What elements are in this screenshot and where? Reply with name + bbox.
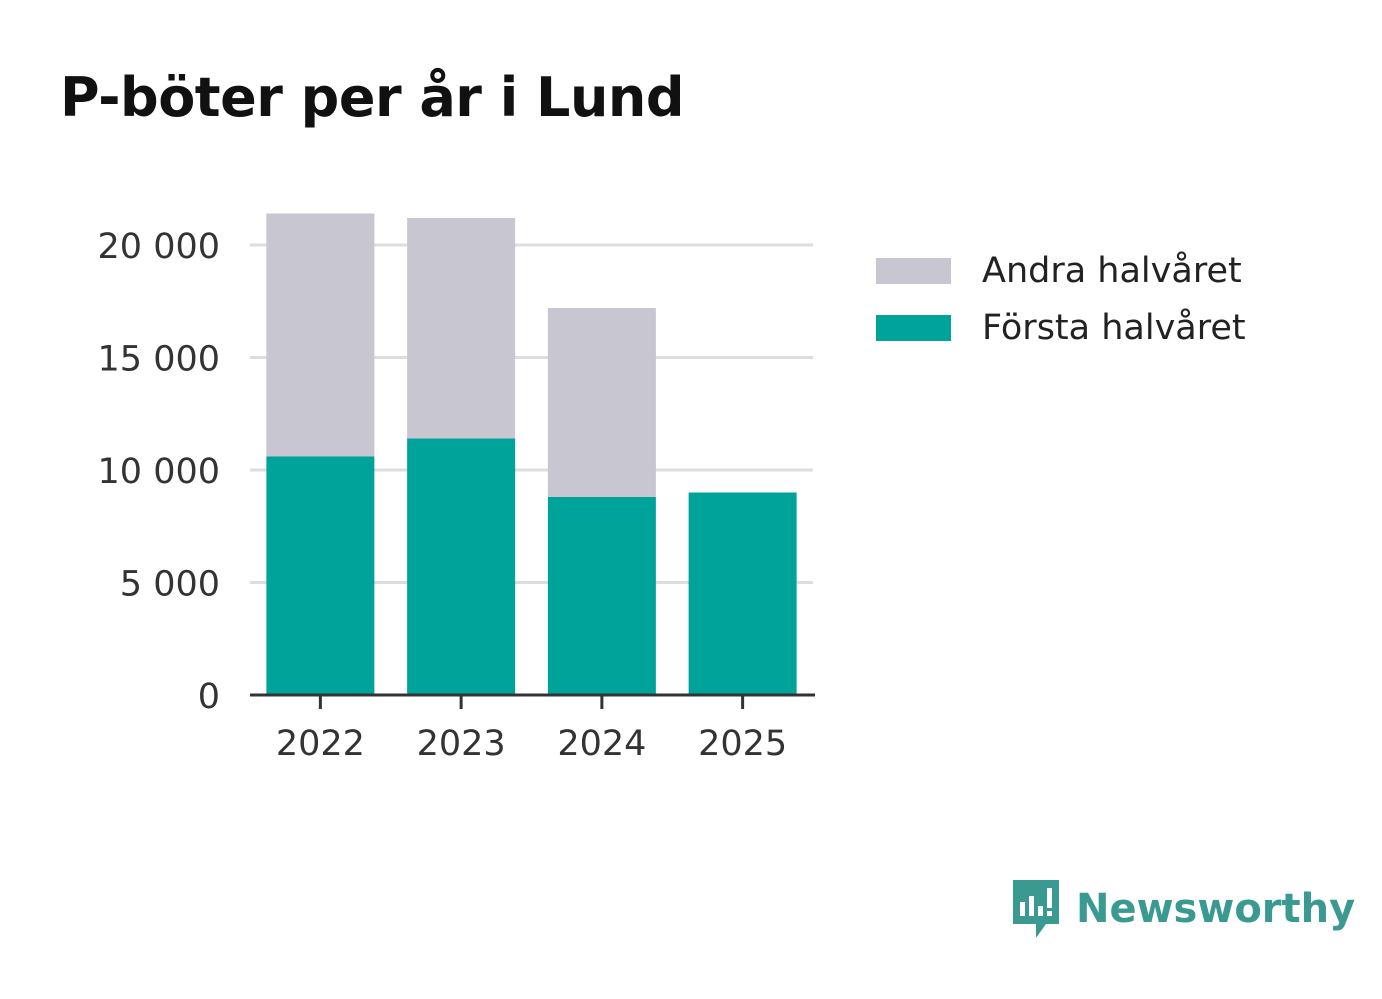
y-tick-label-5000: 5 000 (120, 565, 220, 605)
y-tick-label-15000: 15 000 (98, 340, 220, 380)
newsworthy-logo-icon (1013, 880, 1059, 938)
bar-first-half-2023 (407, 438, 516, 695)
brand: Newsworthy (1010, 878, 1355, 940)
bar-first-half-2022 (266, 456, 375, 695)
legend-swatch-first-half (876, 314, 951, 341)
x-tick-label-2024: 2024 (557, 724, 646, 764)
y-tick-label-20000: 20 000 (98, 227, 220, 267)
bar-second-half-2023 (407, 218, 516, 439)
legend-swatch-second-half (876, 257, 951, 284)
x-tick-label-2022: 2022 (276, 724, 365, 764)
y-tick-label-10000: 10 000 (98, 452, 220, 492)
y-tick-label-0: 0 (198, 677, 220, 717)
legend-label-first-half: Första halvåret (982, 307, 1246, 348)
chart-title: P-böter per år i Lund (60, 66, 685, 129)
legend-label-second-half: Andra halvåret (982, 250, 1242, 291)
legend-item-second-half[interactable]: Andra halvåret (876, 242, 1246, 299)
bar-second-half-2024 (547, 308, 656, 497)
bar-first-half-2024 (547, 497, 656, 695)
brand-name: Newsworthy (1076, 886, 1356, 932)
x-tick-label-2025: 2025 (698, 724, 787, 764)
bar-first-half-2025 (688, 492, 797, 695)
legend: Andra halvåret Första halvåret (876, 242, 1246, 356)
x-tick-label-2023: 2023 (417, 724, 506, 764)
bar-second-half-2022 (266, 213, 375, 457)
legend-item-first-half[interactable]: Första halvåret (876, 299, 1246, 356)
